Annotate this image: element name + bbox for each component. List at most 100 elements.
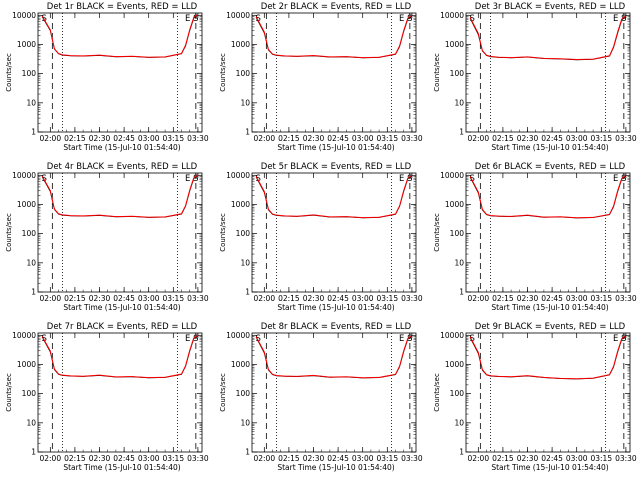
y-tick-label: 1000 — [445, 40, 464, 49]
y-tick-label: 10 — [26, 258, 36, 267]
y-axis-label: Counts/sec — [433, 373, 441, 412]
x-tick-label: 03:15 — [162, 294, 184, 303]
x-axis-label: Start Time (15-Jul-10 01:54:40) — [491, 463, 608, 472]
y-axis-label: Counts/sec — [219, 213, 227, 252]
y-tick-label: 1 — [245, 128, 250, 137]
y-tick-label: 1 — [459, 128, 464, 137]
y-tick-label: 1 — [459, 448, 464, 457]
x-tick-label: 02:15 — [492, 454, 514, 463]
y-tick-label: 1 — [31, 448, 36, 457]
marker-label: E — [613, 334, 618, 344]
x-tick-label: 02:15 — [492, 294, 514, 303]
y-tick-label: 1000 — [17, 360, 36, 369]
x-tick-label: 03:15 — [162, 454, 184, 463]
x-tick-label: 03:30 — [401, 294, 423, 303]
x-axis-label: Start Time (15-Jul-10 01:54:40) — [491, 303, 608, 312]
marker-label: S — [407, 14, 412, 24]
x-tick-label: 03:15 — [376, 454, 398, 463]
x-tick-label: 03:00 — [352, 454, 374, 463]
x-tick-label: 02:45 — [327, 454, 349, 463]
series-line-events — [255, 335, 413, 379]
y-axis-label: Counts/sec — [5, 373, 13, 412]
x-tick-label: 03:00 — [138, 454, 160, 463]
y-tick-label: 100 — [22, 229, 37, 238]
x-tick-label: 02:30 — [517, 454, 539, 463]
y-tick-label: 1000 — [231, 360, 250, 369]
detector-panel-6: Det 6r BLACK = Events, RED = LLD 1 10 100 10… — [433, 162, 637, 312]
marker-label: E — [185, 174, 190, 184]
marker-label: S — [193, 14, 198, 24]
x-tick-label: 02:15 — [278, 294, 300, 303]
marker-label: S — [469, 174, 474, 184]
marker-label: S — [621, 14, 626, 24]
series-line-lld — [41, 334, 199, 379]
x-tick-label: 03:00 — [566, 294, 588, 303]
marker-label: S — [407, 334, 412, 344]
x-tick-label: 02:15 — [278, 134, 300, 143]
y-tick-label: 10 — [240, 418, 250, 427]
y-tick-label: 100 — [450, 69, 465, 78]
y-tick-label: 10000 — [12, 11, 36, 20]
series-line-lld — [469, 335, 627, 380]
y-tick-label: 100 — [450, 229, 465, 238]
series-line-lld — [469, 175, 627, 219]
marker-label: S — [255, 334, 260, 344]
y-axis-label: Counts/sec — [433, 213, 441, 252]
panel-title: Det 7r BLACK = Events, RED = LLD — [47, 322, 198, 332]
panel-title: Det 1r BLACK = Events, RED = LLD — [47, 2, 198, 12]
x-tick-label: 02:00 — [253, 134, 275, 143]
plot-frame — [251, 12, 417, 133]
series-line-events — [469, 335, 627, 380]
x-axis-label: Start Time (15-Jul-10 01:54:40) — [491, 143, 608, 152]
plot-frame — [251, 332, 417, 453]
series-line-lld — [41, 14, 199, 58]
y-tick-label: 10000 — [226, 171, 250, 180]
y-tick-label: 1 — [459, 288, 464, 297]
y-tick-label: 10000 — [226, 11, 250, 20]
plot-frame — [465, 332, 631, 453]
y-tick-label: 10000 — [12, 331, 36, 340]
x-tick-label: 02:00 — [467, 134, 489, 143]
x-tick-label: 02:15 — [64, 134, 86, 143]
y-tick-label: 100 — [22, 69, 37, 78]
series-line-events — [255, 15, 413, 59]
marker-label: S — [255, 14, 260, 24]
y-tick-label: 10 — [454, 418, 464, 427]
x-tick-label: 02:15 — [492, 134, 514, 143]
y-tick-label: 10000 — [440, 331, 464, 340]
plot-frame — [251, 172, 417, 293]
x-tick-label: 02:30 — [303, 294, 325, 303]
panel-title: Det 4r BLACK = Events, RED = LLD — [47, 162, 198, 172]
x-tick-label: 02:00 — [39, 294, 61, 303]
series-line-events — [255, 175, 413, 219]
marker-label: S — [469, 14, 474, 24]
x-tick-label: 03:00 — [138, 134, 160, 143]
detector-panel-9: Det 9r BLACK = Events, RED = LLD 1 10 100 10… — [433, 322, 637, 472]
y-axis-label: Counts/sec — [219, 53, 227, 92]
x-tick-label: 02:15 — [278, 454, 300, 463]
y-tick-label: 10000 — [440, 11, 464, 20]
y-tick-label: 1000 — [231, 40, 250, 49]
series-line-lld — [255, 335, 413, 379]
panel-title: Det 9r BLACK = Events, RED = LLD — [475, 322, 626, 332]
x-tick-label: 03:15 — [376, 134, 398, 143]
x-tick-label: 03:30 — [187, 294, 209, 303]
y-tick-label: 10 — [454, 258, 464, 267]
y-axis-label: Counts/sec — [5, 213, 13, 252]
y-tick-label: 1000 — [445, 360, 464, 369]
x-tick-label: 03:00 — [352, 134, 374, 143]
x-tick-label: 02:00 — [39, 454, 61, 463]
x-axis-label: Start Time (15-Jul-10 01:54:40) — [277, 463, 394, 472]
x-tick-label: 03:30 — [187, 134, 209, 143]
x-tick-label: 03:15 — [590, 294, 612, 303]
series-line-events — [41, 14, 199, 58]
marker-label: S — [407, 174, 412, 184]
y-axis-label: Counts/sec — [219, 373, 227, 412]
x-tick-label: 03:15 — [162, 134, 184, 143]
x-tick-label: 02:00 — [467, 454, 489, 463]
x-tick-label: 03:00 — [138, 294, 160, 303]
panel-title: Det 6r BLACK = Events, RED = LLD — [475, 162, 626, 172]
x-tick-label: 03:00 — [566, 454, 588, 463]
x-tick-label: 02:45 — [541, 134, 563, 143]
y-tick-label: 10 — [26, 418, 36, 427]
